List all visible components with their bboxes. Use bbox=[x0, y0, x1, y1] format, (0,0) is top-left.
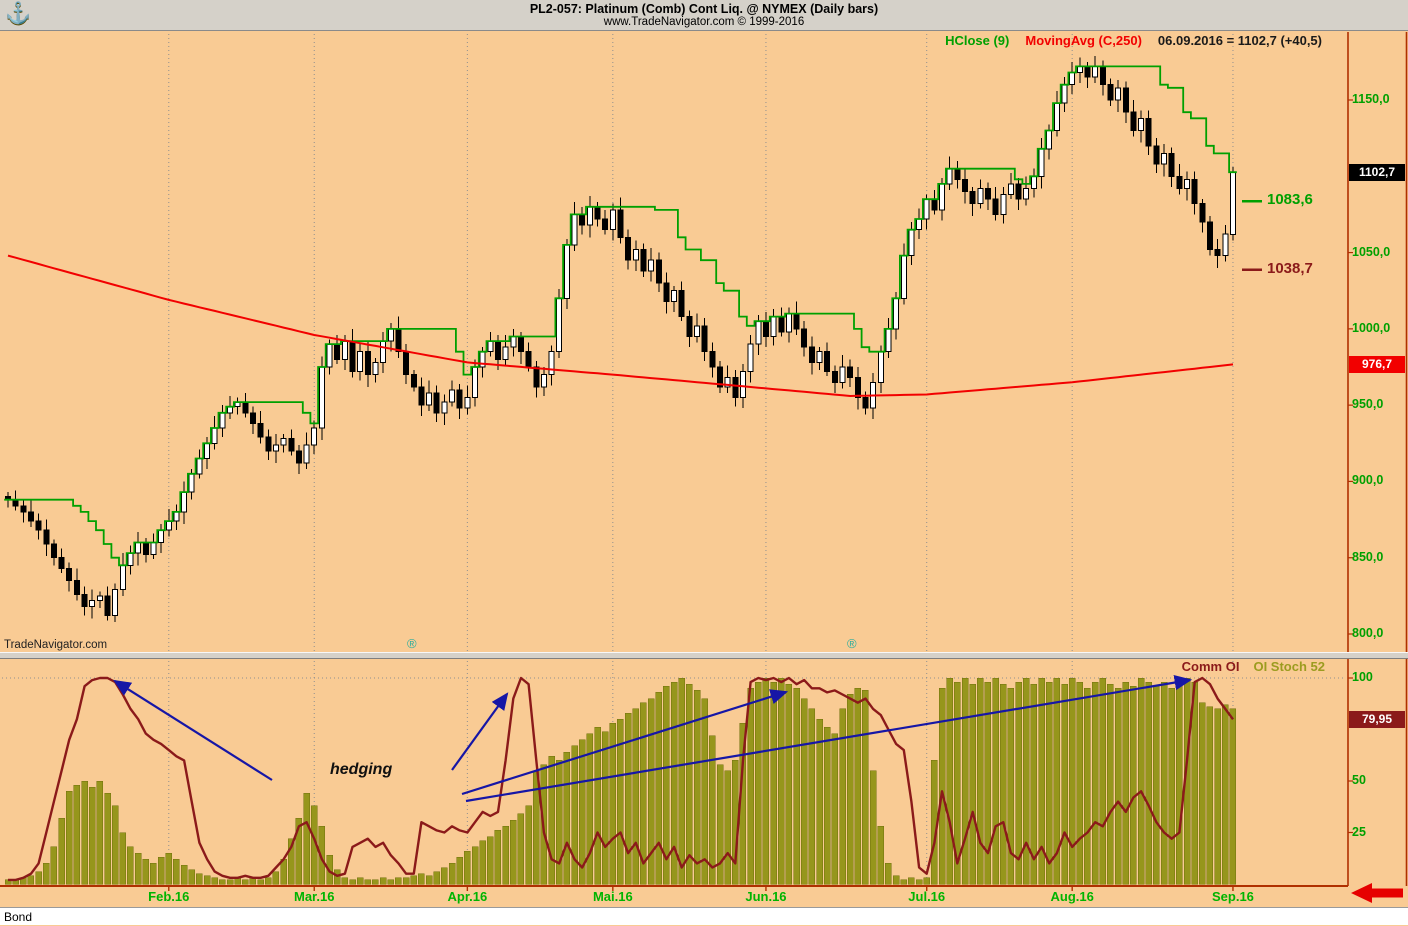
legend-movingavg[interactable]: MovingAvg (C,250) bbox=[1025, 33, 1142, 48]
legend-oi-stoch[interactable]: OI Stoch 52 bbox=[1253, 659, 1325, 674]
price-axis-label: 850,0 bbox=[1352, 549, 1384, 564]
annotation-arrows bbox=[113, 674, 1193, 803]
oi-axis-label: 50 bbox=[1352, 773, 1366, 787]
month-label: Jun.16 bbox=[745, 889, 787, 904]
footer-label: Bond bbox=[4, 910, 33, 924]
legend-hclose[interactable]: HClose (9) bbox=[945, 33, 1010, 48]
price-level-label-green: 1083,6 bbox=[1267, 191, 1313, 209]
hclose-line bbox=[4, 65, 1237, 567]
month-label: Mar.16 bbox=[293, 889, 335, 904]
last-price-badge: 1102,7 bbox=[1349, 163, 1405, 181]
price-axis-label: 1150,0 bbox=[1352, 92, 1390, 106]
moving-avg-price-badge: 976,7 bbox=[1349, 355, 1405, 373]
legend-last-quote: 06.09.2016 = 1102,7 (+40,5) bbox=[1157, 33, 1322, 48]
price-axis-label: 1050,0 bbox=[1352, 244, 1391, 259]
legend-comm-oi[interactable]: Comm OI bbox=[1181, 659, 1240, 674]
month-label: Aug.16 bbox=[1050, 889, 1094, 904]
scroll-left-arrow[interactable] bbox=[1351, 883, 1403, 903]
panel-splitter[interactable] bbox=[0, 652, 1408, 659]
price-axis-label: 800,0 bbox=[1352, 625, 1384, 640]
axis-lines bbox=[0, 32, 1408, 891]
price-axis-label: 900,0 bbox=[1352, 473, 1384, 488]
title-bar: ⚓ PL2-057: Platinum (Comb) Cont Liq. @ N… bbox=[0, 0, 1408, 31]
chart-title: PL2-057: Platinum (Comb) Cont Liq. @ NYM… bbox=[529, 2, 879, 16]
hedging-annotation: hedging bbox=[330, 761, 393, 778]
app-logo-icon: ⚓ bbox=[5, 2, 32, 25]
watermark-text: TradeNavigator.com bbox=[4, 639, 108, 651]
registered-trademark-icon: ® bbox=[847, 636, 857, 651]
comm-oi-value-badge: 79,95 bbox=[1349, 710, 1405, 728]
candlesticks bbox=[5, 55, 1236, 622]
footer-strip: Bond bbox=[0, 907, 1408, 925]
comm-oi-line bbox=[8, 676, 1234, 882]
month-label: Sep.16 bbox=[1211, 889, 1254, 904]
oi-axis-label: 100 bbox=[1352, 670, 1373, 684]
moving-average-line bbox=[7, 254, 1234, 398]
price-axis-label: 950,0 bbox=[1352, 397, 1384, 412]
lower-panel-legend: Comm OI OI Stoch 52 bbox=[1182, 659, 1325, 674]
price-level-label-red: 1038,7 bbox=[1267, 259, 1313, 277]
month-label: Mai.16 bbox=[592, 889, 633, 904]
price-axis-label: 1000,0 bbox=[1352, 320, 1391, 335]
main-chart-legend: HClose (9) MovingAvg (C,250) 06.09.2016 … bbox=[945, 33, 1322, 48]
chart-subtitle: www.TradeNavigator.com © 1999-2016 bbox=[603, 16, 805, 28]
oi-axis-label: 25 bbox=[1352, 824, 1366, 839]
month-label: Jul.16 bbox=[908, 889, 946, 904]
month-label: Feb.16 bbox=[148, 889, 190, 904]
month-label: Apr.16 bbox=[447, 889, 488, 904]
oi-stoch-bars bbox=[4, 677, 1237, 885]
registered-trademark-icon: ® bbox=[407, 636, 417, 651]
